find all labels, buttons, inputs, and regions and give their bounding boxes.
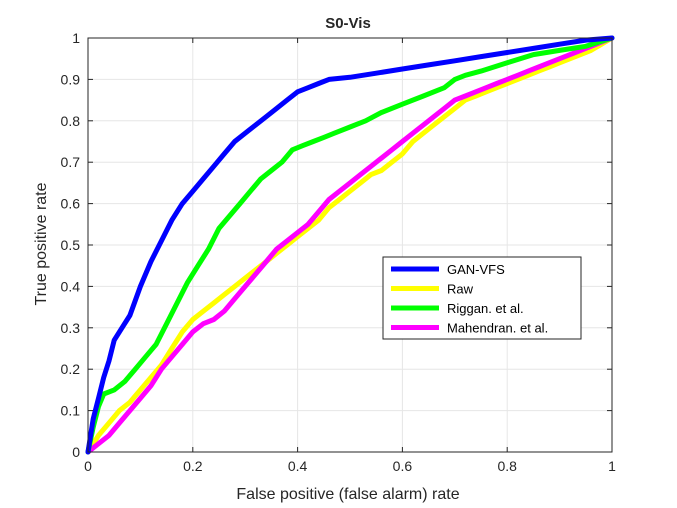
y-tick-label: 1 (72, 30, 80, 46)
x-tick-label: 1 (608, 458, 616, 474)
x-tick-label: 0.6 (393, 458, 413, 474)
y-tick-label: 0.1 (61, 403, 81, 419)
y-tick-label: 0.4 (61, 278, 81, 294)
series-line-mahendran-et-al (85, 35, 615, 455)
legend-entry-label: Raw (447, 282, 474, 297)
x-tick-label: 0.4 (288, 458, 308, 474)
y-tick-label: 0 (72, 444, 80, 460)
series-lines (85, 35, 615, 455)
series-line-riggan-et-al (85, 35, 615, 455)
axes: 0 0.2 0.4 0.6 0.8 1 0 0.1 0.2 0.3 0.4 0.5 0.6 0.7 0.8 0… (61, 30, 617, 474)
series-line-gan-vfs (85, 35, 615, 455)
y-tick-label: 0.3 (61, 320, 81, 336)
y-tick-label: 0.7 (61, 154, 81, 170)
legend: GAN-VFS Raw Riggan. et al. Mahendran. et al… (382, 256, 582, 340)
y-tick-label: 0.9 (61, 71, 81, 87)
x-tick-label: 0.8 (497, 458, 517, 474)
legend-entry-label: GAN-VFS (447, 262, 505, 277)
y-tick-label: 0.5 (61, 237, 81, 253)
x-axis-label: False positive (false alarm) rate (236, 486, 459, 503)
y-axis-label: True positive rate (33, 182, 50, 305)
legend-entry-label: Mahendran. et al. (447, 321, 548, 336)
y-tick-label: 0.6 (61, 196, 81, 212)
x-tick-label: 0 (84, 458, 92, 474)
chart-title: S0-Vis (325, 15, 371, 32)
series-line-raw (85, 35, 615, 455)
y-tick-label: 0.8 (61, 113, 81, 129)
x-tick-label: 0.2 (183, 458, 203, 474)
legend-entry-label: Riggan. et al. (447, 301, 524, 316)
y-tick-label: 0.2 (61, 361, 81, 377)
